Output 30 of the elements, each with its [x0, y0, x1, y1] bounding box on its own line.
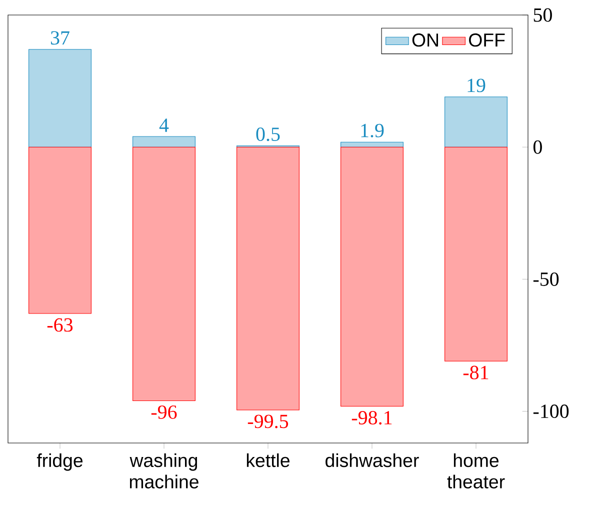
x-tick-label: washing machine [130, 453, 198, 488]
data-label: -96 [151, 405, 177, 419]
data-label: 19 [468, 78, 486, 92]
x-tick-label: dishwasher [326, 453, 419, 468]
y-tick-label: -100 [533, 404, 569, 418]
data-label: -98.1 [352, 410, 392, 425]
bar [28, 49, 92, 148]
bar [340, 142, 404, 148]
bar [236, 146, 300, 410]
y-tick-label: -50 [533, 272, 559, 286]
data-label: 4 [159, 118, 169, 132]
bar [132, 146, 196, 401]
data-label: -63 [47, 318, 73, 332]
bar [444, 96, 508, 148]
x-tick-label: kettle [246, 453, 290, 468]
data-label: 0.5 [256, 127, 280, 142]
data-label: 1.9 [361, 124, 384, 138]
data-label: -99.5 [248, 414, 288, 428]
x-tick-label: home theater [447, 453, 505, 488]
y-tick-label: 0 [533, 140, 542, 154]
x-tick-label: fridge [36, 453, 83, 471]
data-label: 37 [50, 31, 70, 45]
bar [28, 146, 92, 314]
legend-label: OFF [469, 33, 505, 47]
data-label: -81 [463, 366, 488, 380]
y-tick-label: 50 [534, 8, 552, 22]
legend-label: ON [412, 33, 438, 47]
bar [340, 146, 404, 407]
bar [444, 146, 508, 362]
bar [132, 136, 196, 148]
